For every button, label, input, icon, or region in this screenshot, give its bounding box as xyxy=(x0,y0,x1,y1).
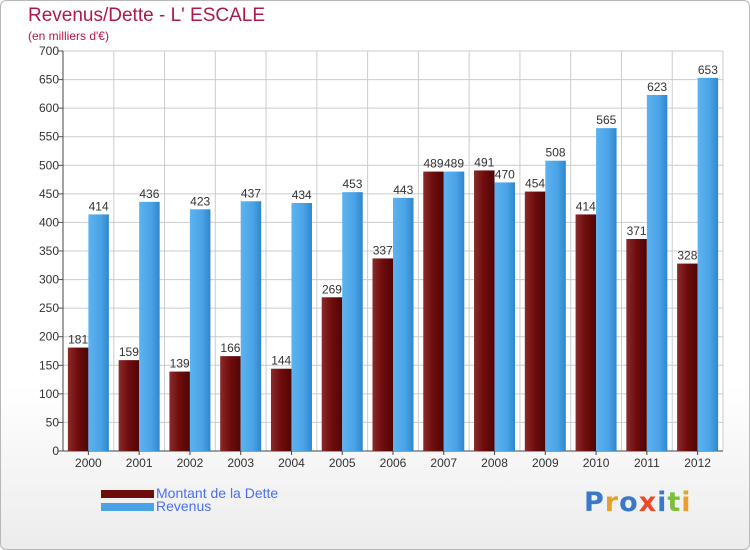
bar-revenus xyxy=(393,197,414,451)
bar-revenus xyxy=(291,203,312,451)
logo-letter: i xyxy=(657,487,668,518)
data-label-dette: 144 xyxy=(271,354,291,368)
y-tick-label: 700 xyxy=(39,44,59,58)
bar-dette xyxy=(118,360,140,451)
data-label-dette: 166 xyxy=(220,341,240,355)
logo-letter: P xyxy=(584,487,605,518)
y-tick-label: 300 xyxy=(39,273,59,287)
bar-dette xyxy=(169,371,190,451)
y-tick-label: 500 xyxy=(39,158,59,172)
bar-dette xyxy=(372,258,393,451)
x-tick-label: 2001 xyxy=(126,456,153,470)
bar-revenus xyxy=(139,201,160,451)
legend-label-revenus: Revenus xyxy=(156,498,212,514)
x-tick-label: 2006 xyxy=(380,456,407,470)
bar-dette xyxy=(423,171,444,452)
x-tick-label: 2000 xyxy=(75,456,102,470)
bar-dette xyxy=(626,239,647,451)
x-tick-label: 2011 xyxy=(634,456,660,470)
data-label-revenus: 489 xyxy=(444,157,464,171)
y-tick-label: 50 xyxy=(46,415,60,429)
data-label-revenus: 653 xyxy=(698,63,718,77)
x-tick-label: 2009 xyxy=(532,456,559,470)
data-label-dette: 414 xyxy=(576,199,596,213)
bar-revenus xyxy=(240,201,262,451)
x-tick-label: 2002 xyxy=(177,456,204,470)
data-label-dette: 489 xyxy=(424,157,444,171)
data-label-revenus: 508 xyxy=(546,146,566,160)
logo-letter: t xyxy=(667,487,682,518)
logo-letter: r xyxy=(604,487,620,518)
data-label-dette: 454 xyxy=(525,177,545,191)
data-label-revenus: 434 xyxy=(292,188,312,202)
legend-swatch-dette xyxy=(101,490,154,498)
data-label-revenus: 470 xyxy=(495,167,515,181)
data-label-dette: 139 xyxy=(170,357,190,371)
bar-revenus xyxy=(342,192,363,451)
data-label-dette: 269 xyxy=(322,282,342,296)
bar-revenus xyxy=(545,160,566,451)
data-label-dette: 328 xyxy=(677,249,697,263)
y-tick-label: 350 xyxy=(39,244,59,258)
x-tick-label: 2012 xyxy=(684,456,711,470)
bar-revenus xyxy=(189,209,211,451)
y-tick-label: 450 xyxy=(39,187,59,201)
logo-letter: x xyxy=(638,487,658,518)
bar-dette xyxy=(321,297,343,451)
y-tick-label: 150 xyxy=(39,358,59,372)
bar-revenus xyxy=(596,128,617,451)
y-tick-label: 650 xyxy=(39,73,59,87)
data-label-revenus: 436 xyxy=(139,187,159,201)
data-label-revenus: 437 xyxy=(241,186,261,200)
logo-letter: o xyxy=(619,487,639,518)
y-tick-label: 200 xyxy=(39,330,59,344)
chart-title: Revenus/Dette - L' ESCALE xyxy=(28,5,266,26)
x-tick-label: 2007 xyxy=(430,456,457,470)
x-tick-label: 2003 xyxy=(227,456,254,470)
legend-label-dette: Montant de la Dette xyxy=(156,485,279,501)
bar-dette xyxy=(270,368,292,451)
bar-dette xyxy=(67,347,89,451)
data-label-revenus: 414 xyxy=(89,199,109,213)
y-tick-label: 250 xyxy=(39,301,59,315)
logo-letter: i xyxy=(681,487,692,518)
y-tick-label: 600 xyxy=(39,101,59,115)
x-tick-label: 2010 xyxy=(583,456,610,470)
bar-revenus xyxy=(494,182,516,451)
data-label-revenus: 423 xyxy=(190,194,210,208)
data-label-revenus: 623 xyxy=(647,80,667,94)
bar-revenus xyxy=(646,95,668,451)
y-tick-label: 100 xyxy=(39,387,59,401)
data-label-dette: 181 xyxy=(68,333,88,347)
y-tick-label: 400 xyxy=(39,215,59,229)
data-label-dette: 491 xyxy=(474,155,494,169)
bar-dette xyxy=(575,214,597,451)
x-tick-label: 2008 xyxy=(481,456,508,470)
data-label-revenus: 443 xyxy=(393,183,413,197)
bar-revenus xyxy=(88,214,109,451)
data-label-dette: 159 xyxy=(119,345,139,359)
proxiti-logo: Proxiti xyxy=(584,487,692,518)
bar-dette xyxy=(524,191,546,452)
y-tick-label: 550 xyxy=(39,130,59,144)
bar-revenus xyxy=(697,77,719,451)
data-label-revenus: 565 xyxy=(596,113,616,127)
bar-dette xyxy=(220,356,241,451)
bar-dette xyxy=(677,263,698,451)
y-tick-label: 0 xyxy=(52,444,59,458)
chart-subtitle: (en milliers d'€) xyxy=(28,29,109,43)
data-label-dette: 371 xyxy=(627,224,647,238)
data-label-revenus: 453 xyxy=(342,177,362,191)
x-tick-label: 2004 xyxy=(278,456,305,470)
legend-swatch-revenus xyxy=(101,503,154,511)
x-tick-label: 2005 xyxy=(329,456,356,470)
bar-revenus xyxy=(443,171,465,452)
bar-dette xyxy=(474,170,495,451)
data-label-dette: 337 xyxy=(373,243,393,257)
